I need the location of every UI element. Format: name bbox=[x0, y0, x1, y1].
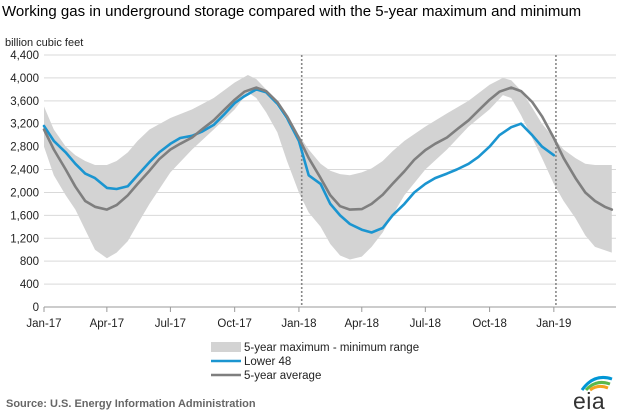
range-band-layer bbox=[44, 75, 612, 260]
legend-swatch-5-year-maximum-minimum-range bbox=[211, 342, 241, 352]
y-axis-ticks: 0 400 800 1,200 1,600 2,000 2,400 2,800 3,200 3,6… bbox=[10, 50, 39, 314]
y-tick-label-2: 800 bbox=[20, 256, 39, 268]
legend: 5-year maximum - minimum range Lower 48 5-… bbox=[211, 342, 419, 382]
x-tick-label-4: Jan-18 bbox=[281, 318, 316, 330]
y-tick-label-10: 4,000 bbox=[10, 73, 39, 85]
y-tick-label-0: 0 bbox=[33, 302, 39, 314]
chart-title: Working gas in underground storage compa… bbox=[2, 3, 582, 20]
y-tick-label-1: 400 bbox=[20, 279, 39, 291]
logo-arc-blue bbox=[580, 375, 613, 391]
y-tick-label-11: 4,400 bbox=[10, 50, 39, 62]
legend-label-5-year-maximum-minimum-range: 5-year maximum - minimum range bbox=[244, 342, 419, 354]
logo-arc-green bbox=[584, 381, 611, 392]
series-line-layer bbox=[42, 86, 614, 234]
x-tick-label-7: Oct-18 bbox=[472, 318, 507, 330]
range-band bbox=[44, 75, 612, 260]
logo-arc-orange bbox=[589, 384, 609, 392]
x-tick-label-3: Oct-17 bbox=[217, 318, 252, 330]
vertical-markers bbox=[300, 55, 557, 307]
y-axis-unit-label: billion cubic feet bbox=[5, 37, 83, 49]
y-tick-label-4: 1,600 bbox=[10, 210, 39, 222]
x-tick-label-8: Jan-19 bbox=[536, 318, 571, 330]
y-tick-label-6: 2,400 bbox=[10, 165, 39, 177]
eia-logo-icon bbox=[580, 375, 613, 392]
logo-wordmark: eia bbox=[573, 388, 606, 414]
legend-label-5-year-average: 5-year average bbox=[244, 370, 321, 382]
legend-label-lower-48: Lower 48 bbox=[244, 356, 291, 368]
x-tick-label-5: Apr-18 bbox=[345, 318, 380, 330]
y-tick-label-9: 3,600 bbox=[10, 96, 39, 108]
x-tick-label-2: Jul-17 bbox=[155, 318, 186, 330]
x-tick-label-6: Jul-18 bbox=[410, 318, 441, 330]
y-tick-label-8: 3,200 bbox=[10, 119, 39, 131]
x-tick-label-0: Jan-17 bbox=[26, 318, 61, 330]
x-axis: Jan-17 Apr-17 Jul-17 Oct-17 Jan-18 Apr-18 Jul-… bbox=[26, 306, 616, 330]
source-note: Source: U.S. Energy Information Administ… bbox=[6, 398, 256, 410]
series-line-5-year-average bbox=[42, 86, 614, 211]
y-tick-label-3: 1,200 bbox=[10, 233, 39, 245]
x-tick-label-1: Apr-17 bbox=[90, 318, 125, 330]
y-tick-label-5: 2,000 bbox=[10, 187, 39, 199]
y-tick-label-7: 2,800 bbox=[10, 142, 39, 154]
